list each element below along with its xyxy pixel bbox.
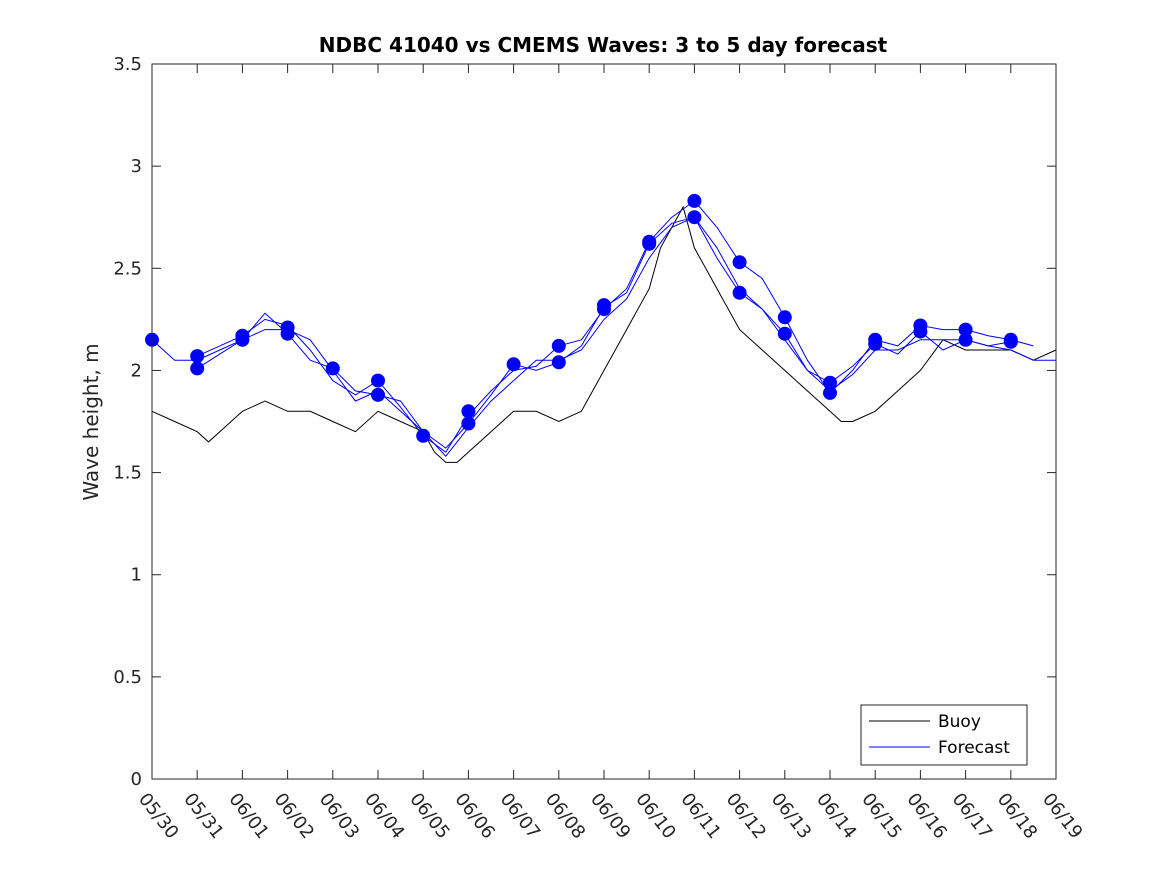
forecast-marker [280,326,295,341]
forecast-marker [551,355,566,370]
plot-area [145,193,1057,463]
forecast-marker [461,404,476,419]
y-axis-title: Wave height, m [79,343,103,500]
legend-box [860,704,1028,766]
forecast-marker [642,236,657,251]
chart-title: NDBC 41040 vs CMEMS Waves: 3 to 5 day fo… [319,33,888,57]
y-tick-label: 2.5 [113,258,142,279]
forecast-series-line-2 [196,200,1034,453]
y-tick-label: 3 [131,156,142,177]
forecast-marker [506,357,521,372]
forecast-marker [461,416,476,431]
forecast-marker [597,302,611,317]
forecast-marker [687,210,702,225]
forecast-marker [687,193,702,208]
forecast-marker [868,336,883,351]
legend-label-forecast: Forecast [938,738,1010,758]
y-tick-label: 1.5 [113,463,142,484]
forecast-marker [913,324,928,339]
buoy-series-line [151,205,1057,463]
forecast-marker [190,361,205,376]
forecast-marker [190,349,205,364]
y-tick-label: 1 [131,565,142,586]
forecast-marker [551,338,566,353]
y-tick-label: 0 [131,769,142,790]
forecast-marker [777,310,792,325]
forecast-marker [823,385,837,400]
legend: Buoy Forecast [860,704,1028,766]
legend-label-buoy: Buoy [938,712,981,732]
forecast-marker [235,332,250,347]
forecast-marker [732,285,747,300]
forecast-marker [371,387,385,402]
y-tick-label: 3.5 [113,54,142,75]
forecast-marker [1003,334,1018,349]
forecast-marker [958,332,973,347]
forecast-marker [371,373,385,388]
forecast-marker [732,255,747,270]
y-tick-label: 0.5 [113,667,142,688]
y-tick-label: 2 [131,360,142,381]
forecast-marker [325,361,340,376]
forecast-marker [416,428,431,443]
forecast-marker [777,326,792,341]
